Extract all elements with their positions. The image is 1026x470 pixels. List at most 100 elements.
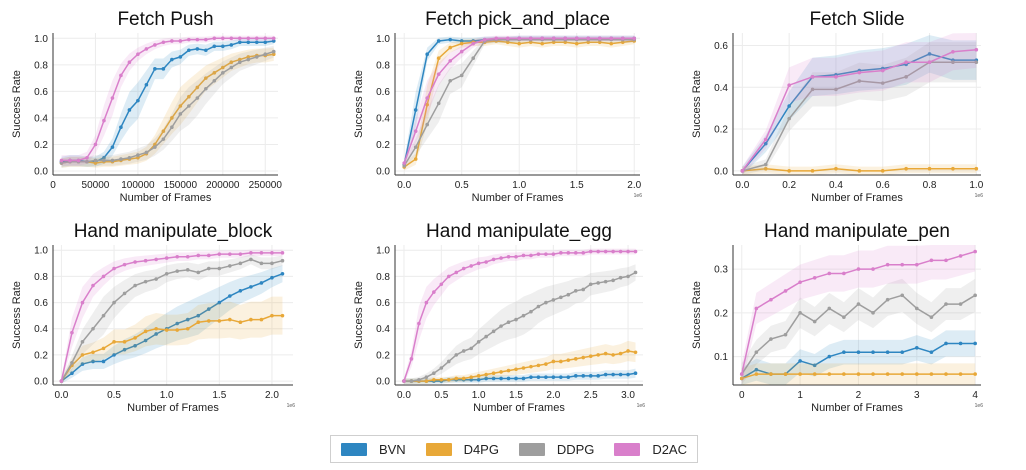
chart-fetch-push-series-d2ac	[59, 35, 276, 166]
chart-hand-manipulate-block-series-d4pg-point	[175, 328, 180, 332]
chart-hand-manipulate-pen-ylabel: Success Rate	[691, 281, 703, 349]
chart-fetch-push-series-ddpg-point	[263, 52, 268, 57]
chart-hand-manipulate-block: 0.0 0.5 1.0 1.5 2.0 0.0 0.2 0.4 0.6 0.8 1.0 1e6 Hand…	[11, 221, 295, 414]
chart-hand-manipulate-egg-series-d2ac-point	[491, 257, 496, 262]
chart-fetch-push-series-ddpg-point	[170, 125, 174, 130]
chart-hand-manipulate-block-series-ddpg-point	[133, 283, 137, 288]
chart-fetch-pick-and-place-series-d2ac-point	[632, 36, 637, 41]
chart-hand-manipulate-egg-series-d4pg-point	[588, 354, 593, 359]
chart-hand-manipulate-egg-series-ddpg-point	[626, 274, 630, 279]
chart-hand-manipulate-pen-series-d4pg-point	[856, 372, 861, 376]
chart-fetch-pick-and-place-series-d4pg-point	[528, 40, 533, 45]
chart-fetch-pick-and-place-series-bvn-point	[459, 39, 464, 43]
chart-fetch-push-series-bvn-point	[187, 48, 191, 53]
chart-hand-manipulate-egg-xtick-label: 0.5	[434, 390, 448, 401]
chart-fetch-slide-series-d2ac-point	[740, 169, 745, 173]
chart-fetch-slide-series-d4pg-point	[904, 166, 908, 171]
chart-fetch-slide-series-ddpg-point	[880, 81, 885, 85]
chart-fetch-slide-series-bvn-point	[763, 141, 768, 146]
chart-hand-manipulate-egg-series-d2ac-point	[417, 321, 421, 326]
chart-hand-manipulate-egg-series-d2ac-point	[551, 252, 556, 256]
chart-hand-manipulate-egg-series-d4pg-point	[603, 351, 608, 356]
chart-hand-manipulate-block-series-ddpg-band	[61, 254, 283, 384]
chart-fetch-push-xtick-label: 150000	[164, 180, 198, 191]
chart-fetch-push-series-bvn-point	[161, 67, 166, 71]
chart-hand-manipulate-pen-series-d2ac-point	[915, 262, 919, 267]
chart-hand-manipulate-pen-series-ddpg-point	[944, 302, 948, 306]
chart-fetch-pick-and-place-series-d2ac-point	[586, 36, 591, 41]
chart-fetch-slide-series-d2ac-point	[763, 137, 768, 142]
chart-fetch-push-series-ddpg-point	[110, 158, 115, 163]
chart-hand-manipulate-block-series-bvn-point	[228, 294, 232, 298]
chart-hand-manipulate-block-series-ddpg-point	[164, 271, 169, 276]
chart-fetch-pick-and-place-series-d2ac-point	[402, 161, 407, 165]
chart-fetch-push-series-ddpg-point	[178, 112, 183, 116]
chart-hand-manipulate-egg-series-bvn-point	[469, 377, 473, 382]
chart-hand-manipulate-egg-series-ddpg-point	[566, 292, 571, 297]
chart-hand-manipulate-pen-series-d2ac-point	[842, 271, 846, 276]
chart-fetch-slide-series-d4pg-point	[857, 169, 862, 173]
chart-fetch-pick-and-place-series-d4pg-point	[609, 41, 614, 46]
chart-fetch-pick-and-place-series-d4pg-point	[436, 56, 441, 61]
chart-fetch-pick-and-place-series-d4pg-point	[620, 40, 625, 45]
chart-fetch-push-series-bvn-point	[204, 48, 208, 53]
chart-hand-manipulate-pen-series-d4pg-point	[915, 372, 919, 376]
chart-hand-manipulate-block-series-d2ac-line	[60, 252, 283, 382]
chart-hand-manipulate-block-ylabel: Success Rate	[11, 281, 23, 349]
chart-fetch-slide-xtick-label: 0.6	[876, 180, 890, 191]
chart-fetch-pick-and-place-ytick-label: 0.8	[376, 60, 390, 71]
chart-fetch-pick-and-place-series-d4pg-point	[459, 41, 464, 46]
chart-hand-manipulate-block-series-bvn-point	[112, 353, 116, 357]
chart-fetch-slide-ytick-label: 0.6	[714, 41, 728, 52]
chart-hand-manipulate-block-series-d2ac-point	[91, 283, 95, 288]
chart-hand-manipulate-egg-ytick-label: 0.4	[376, 324, 390, 335]
chart-hand-manipulate-pen-series-bvn-point	[754, 367, 759, 372]
chart-fetch-slide-series-d2ac-point	[880, 68, 885, 73]
chart-fetch-slide-series-d4pg-point	[834, 166, 838, 171]
chart-hand-manipulate-block-xtick-label: 1.5	[212, 390, 226, 401]
chart-hand-manipulate-block-series-d2ac-point	[228, 252, 232, 256]
chart-fetch-push-series-ddpg-point	[127, 155, 132, 160]
chart-fetch-slide-series-d2ac-band	[742, 33, 977, 175]
chart-hand-manipulate-egg-series-bvn-point	[536, 375, 541, 379]
chart-fetch-pick-and-place-series-d4pg-point	[597, 40, 602, 45]
chart-fetch-push-xtick-label: 250000	[249, 180, 283, 191]
chart-hand-manipulate-pen-series-d4pg-point	[739, 376, 744, 381]
chart-fetch-pick-and-place-series-d4pg-point	[540, 41, 545, 46]
chart-hand-manipulate-pen-series-d4pg-point	[958, 372, 963, 376]
chart-hand-manipulate-pen-ytick-label: 0.2	[714, 308, 728, 319]
chart-fetch-pick-and-place-series-d2ac-point	[413, 129, 418, 134]
chart-fetch-push-series-ddpg-point	[161, 137, 166, 141]
chart-fetch-push-series-d4pg-point	[178, 104, 183, 108]
chart-fetch-push-series-d2ac-point	[161, 40, 166, 45]
chart-fetch-push-ytick-label: 0.8	[34, 60, 48, 71]
chart-hand-manipulate-block-series-bvn	[59, 265, 285, 384]
chart-fetch-pick-and-place-x-multiplier: 1e6	[634, 193, 643, 199]
chart-hand-manipulate-egg-series-d4pg-point	[491, 371, 496, 376]
chart-hand-manipulate-egg-series-d2ac-point	[529, 253, 533, 258]
chart-hand-manipulate-egg-series-d4pg-point	[521, 366, 526, 370]
chart-fetch-push-series-d4pg-point	[237, 57, 242, 62]
chart-fetch-push-series-d2ac-point	[153, 43, 157, 47]
chart-hand-manipulate-block-series-d4pg-line	[60, 314, 283, 382]
chart-fetch-pick-and-place-series-d2ac	[402, 35, 637, 168]
chart-hand-manipulate-block-series-ddpg	[59, 254, 285, 384]
chart-fetch-pick-and-place-ytick-label: 1.0	[376, 34, 390, 45]
legend-swatch-d2ac	[614, 442, 641, 456]
chart-fetch-pick-and-place-ytick-label: 0.6	[376, 87, 390, 98]
chart-hand-manipulate-egg-series-d4pg-point	[454, 376, 459, 381]
chart-hand-manipulate-egg-series-d2ac-point	[439, 282, 444, 287]
chart-hand-manipulate-egg-series-d2ac-point	[476, 261, 481, 266]
chart-hand-manipulate-pen-series-bvn-point	[900, 350, 905, 354]
chart-fetch-push-series-d4pg-point	[229, 60, 234, 64]
chart-fetch-pick-and-place-series-ddpg-point	[459, 73, 464, 78]
chart-hand-manipulate-egg-xlabel: Number of Frames	[473, 402, 565, 414]
chart-hand-manipulate-pen-series-d2ac-point	[798, 280, 802, 284]
chart-hand-manipulate-block-series-d2ac-point	[185, 254, 190, 259]
chart-hand-manipulate-pen-series-ddpg-point	[929, 315, 934, 319]
chart-hand-manipulate-block-x-multiplier: 1e6	[287, 403, 296, 409]
chart-hand-manipulate-block-series-d2ac	[59, 249, 285, 384]
chart-hand-manipulate-block-series-ddpg-point	[270, 261, 274, 266]
chart-hand-manipulate-egg-title: Hand manipulate_egg	[426, 221, 612, 242]
chart-hand-manipulate-block-series-d4pg-point	[280, 313, 285, 318]
